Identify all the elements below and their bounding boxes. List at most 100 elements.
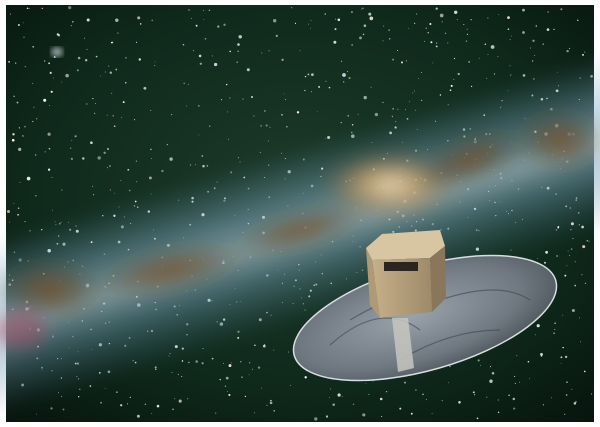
star (408, 27, 409, 29)
star (347, 115, 349, 117)
star (128, 189, 131, 192)
star (507, 28, 510, 31)
star (522, 8, 525, 12)
star (444, 32, 447, 34)
star (270, 399, 272, 402)
star (72, 21, 74, 23)
star (545, 250, 548, 254)
star (562, 314, 564, 316)
star (17, 213, 19, 216)
star (368, 394, 370, 395)
star (457, 72, 460, 76)
star (7, 210, 10, 213)
star (385, 390, 388, 393)
star (109, 71, 113, 75)
star (225, 376, 229, 380)
star (32, 120, 34, 123)
star (269, 126, 271, 128)
star (542, 404, 544, 406)
star (534, 334, 536, 336)
star (24, 221, 26, 223)
star (10, 13, 12, 15)
star (120, 180, 122, 182)
service-side (430, 246, 446, 312)
star (116, 391, 118, 393)
star (264, 343, 266, 345)
star (427, 31, 429, 34)
star (448, 382, 450, 384)
star (114, 192, 116, 194)
star (254, 412, 255, 414)
star (86, 48, 88, 50)
star (318, 85, 321, 88)
star (93, 112, 96, 115)
star (435, 7, 438, 10)
star (397, 50, 399, 52)
star (19, 181, 21, 183)
star (542, 43, 544, 45)
star (513, 407, 516, 410)
star (362, 7, 364, 9)
star (553, 28, 555, 30)
star (591, 393, 593, 395)
star (463, 24, 465, 26)
star (340, 121, 342, 124)
star (254, 344, 256, 347)
star (458, 401, 461, 404)
star (203, 19, 205, 21)
star (70, 25, 72, 27)
star (95, 55, 98, 58)
star (454, 10, 458, 14)
star (70, 157, 74, 161)
star (405, 109, 407, 111)
star (466, 33, 469, 36)
star (275, 34, 278, 38)
star (115, 68, 118, 71)
star (138, 58, 141, 61)
star (450, 84, 453, 87)
dust-lane (232, 204, 368, 256)
star (169, 157, 173, 161)
star (286, 125, 288, 128)
star (24, 126, 26, 128)
star (514, 382, 516, 385)
star (489, 379, 493, 383)
star (78, 396, 80, 398)
star (90, 141, 93, 145)
star (347, 71, 349, 72)
star (187, 83, 189, 85)
star (109, 165, 111, 167)
star (304, 89, 306, 92)
star (566, 381, 568, 383)
star (582, 53, 584, 56)
star (439, 94, 442, 96)
star (478, 57, 480, 59)
star (414, 22, 416, 24)
dust-lane (413, 130, 527, 190)
star (512, 397, 516, 401)
star (18, 147, 22, 152)
star (477, 359, 480, 362)
star (429, 22, 432, 26)
star (337, 393, 341, 397)
star (100, 401, 103, 404)
star (195, 360, 198, 363)
star (534, 55, 536, 57)
star (350, 11, 353, 14)
star (310, 91, 312, 93)
star (567, 250, 569, 252)
star (85, 59, 88, 62)
star (566, 49, 569, 53)
star (425, 398, 427, 400)
star (529, 47, 532, 49)
star (363, 95, 367, 100)
star (564, 355, 568, 359)
star (465, 40, 468, 42)
star (171, 372, 173, 374)
star (177, 374, 179, 375)
star (341, 395, 343, 397)
star (32, 82, 34, 84)
star (392, 108, 395, 110)
star (208, 9, 211, 12)
galactic-dust (0, 110, 600, 348)
